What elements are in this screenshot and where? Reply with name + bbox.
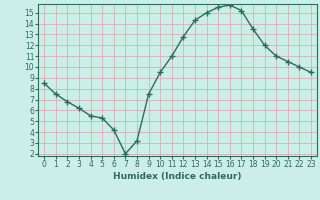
X-axis label: Humidex (Indice chaleur): Humidex (Indice chaleur) — [113, 172, 242, 181]
